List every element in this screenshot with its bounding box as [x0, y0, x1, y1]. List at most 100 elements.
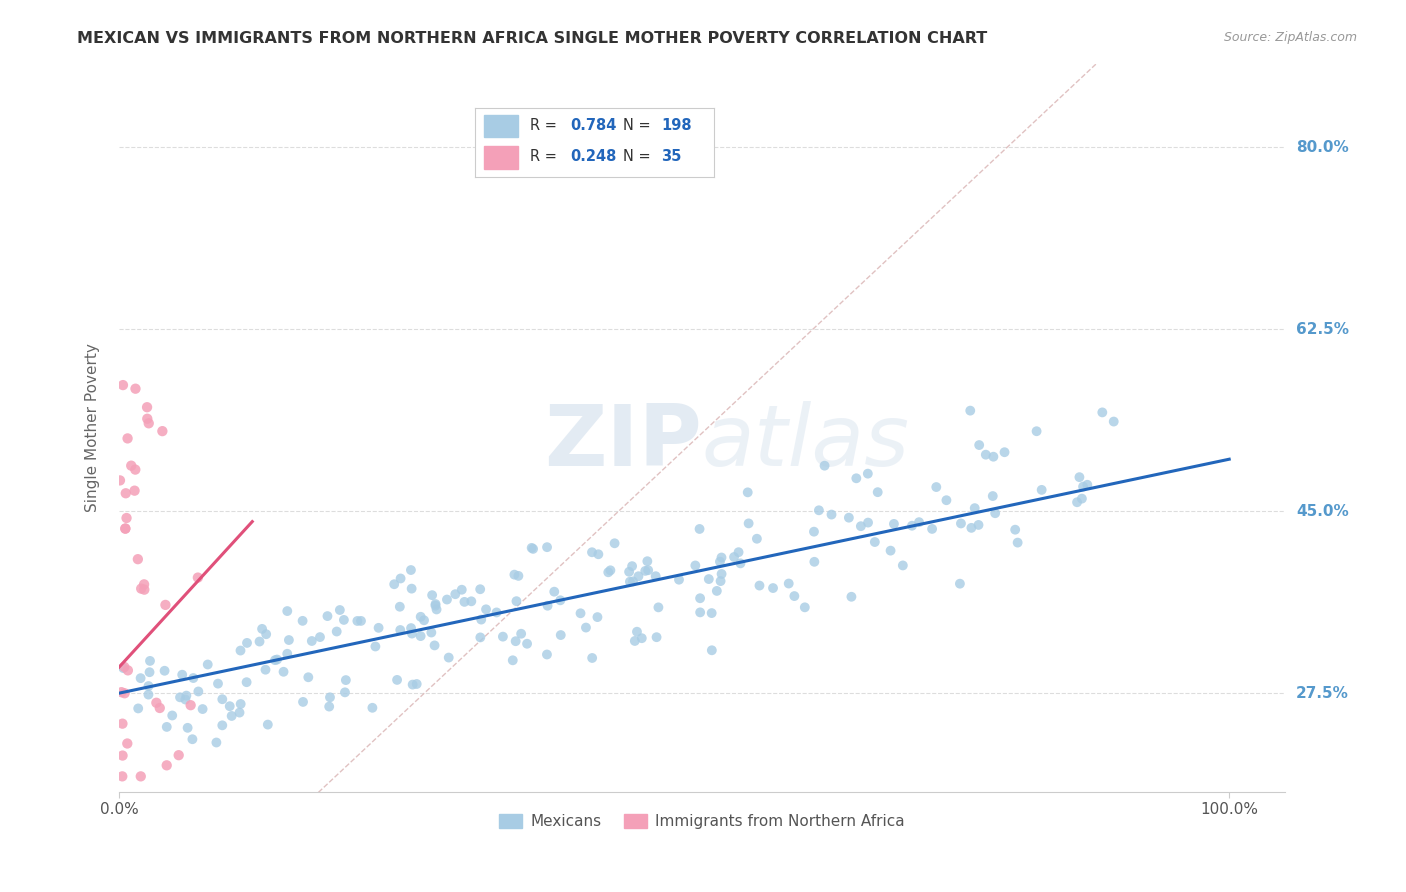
Point	[276, 647, 298, 661]
Point	[598, 566, 620, 580]
Point	[364, 640, 387, 654]
Point	[505, 634, 527, 648]
Point	[110, 685, 132, 699]
Point	[453, 595, 475, 609]
Point	[700, 643, 723, 657]
Point	[425, 602, 447, 616]
Y-axis label: Single Mother Poverty: Single Mother Poverty	[86, 343, 100, 512]
Point	[1031, 483, 1053, 497]
Point	[993, 445, 1015, 459]
Point	[111, 769, 134, 783]
Point	[745, 532, 768, 546]
Point	[967, 517, 990, 532]
Point	[197, 657, 219, 672]
Point	[229, 697, 252, 711]
Point	[603, 536, 626, 550]
Point	[420, 625, 443, 640]
Point	[1069, 470, 1091, 484]
Point	[436, 592, 458, 607]
Point	[470, 631, 492, 645]
Point	[762, 581, 785, 595]
Text: 62.5%: 62.5%	[1296, 322, 1348, 336]
Point	[522, 541, 544, 556]
Point	[254, 627, 277, 641]
Point	[883, 516, 905, 531]
Point	[845, 471, 868, 485]
Point	[399, 621, 422, 635]
Point	[187, 684, 209, 698]
Point	[668, 573, 690, 587]
Point	[503, 567, 526, 582]
Point	[325, 624, 347, 639]
Point	[111, 748, 134, 763]
Point	[543, 584, 565, 599]
Point	[346, 614, 368, 628]
Point	[136, 401, 159, 415]
Point	[425, 597, 447, 611]
Point	[423, 639, 446, 653]
Point	[634, 564, 657, 578]
Point	[250, 622, 273, 636]
Point	[575, 621, 598, 635]
Point	[1091, 405, 1114, 419]
Point	[399, 563, 422, 577]
Point	[959, 403, 981, 417]
Point	[425, 599, 447, 613]
Point	[879, 543, 901, 558]
Point	[710, 550, 733, 565]
Point	[709, 555, 731, 569]
Point	[333, 685, 356, 699]
Point	[138, 417, 160, 431]
Point	[155, 598, 177, 612]
Point	[382, 577, 405, 591]
Point	[444, 587, 467, 601]
Point	[1007, 535, 1029, 549]
Point	[420, 588, 443, 602]
Point	[1076, 477, 1098, 491]
Point	[617, 565, 640, 579]
Point	[172, 667, 194, 681]
Point	[891, 558, 914, 573]
Point	[981, 489, 1004, 503]
Point	[921, 522, 943, 536]
Point	[115, 511, 138, 525]
Point	[536, 540, 558, 554]
Point	[401, 626, 423, 640]
Point	[111, 716, 134, 731]
Point	[309, 630, 332, 644]
Point	[637, 563, 659, 577]
Point	[949, 576, 972, 591]
Legend: Mexicans, Immigrants from Northern Africa: Mexicans, Immigrants from Northern Afric…	[494, 807, 910, 835]
Point	[803, 555, 825, 569]
Point	[108, 474, 131, 488]
Point	[256, 717, 278, 731]
Point	[838, 510, 860, 524]
Point	[134, 582, 156, 597]
Point	[730, 557, 752, 571]
Point	[139, 654, 162, 668]
Point	[516, 637, 538, 651]
Point	[856, 516, 879, 530]
Point	[984, 506, 1007, 520]
Point	[333, 613, 356, 627]
Point	[335, 673, 357, 687]
Point	[156, 720, 179, 734]
Point	[778, 576, 800, 591]
Point	[266, 652, 288, 666]
Point	[218, 699, 240, 714]
Point	[1025, 424, 1047, 438]
Point	[132, 577, 155, 591]
Point	[508, 569, 530, 583]
Point	[470, 613, 492, 627]
Point	[550, 628, 572, 642]
Point	[626, 624, 648, 639]
Point	[249, 634, 271, 648]
Point	[813, 458, 835, 473]
Point	[191, 702, 214, 716]
Point	[297, 670, 319, 684]
Point	[520, 541, 543, 555]
Point	[960, 521, 983, 535]
Text: Source: ZipAtlas.com: Source: ZipAtlas.com	[1223, 31, 1357, 45]
Point	[689, 606, 711, 620]
Point	[963, 501, 986, 516]
